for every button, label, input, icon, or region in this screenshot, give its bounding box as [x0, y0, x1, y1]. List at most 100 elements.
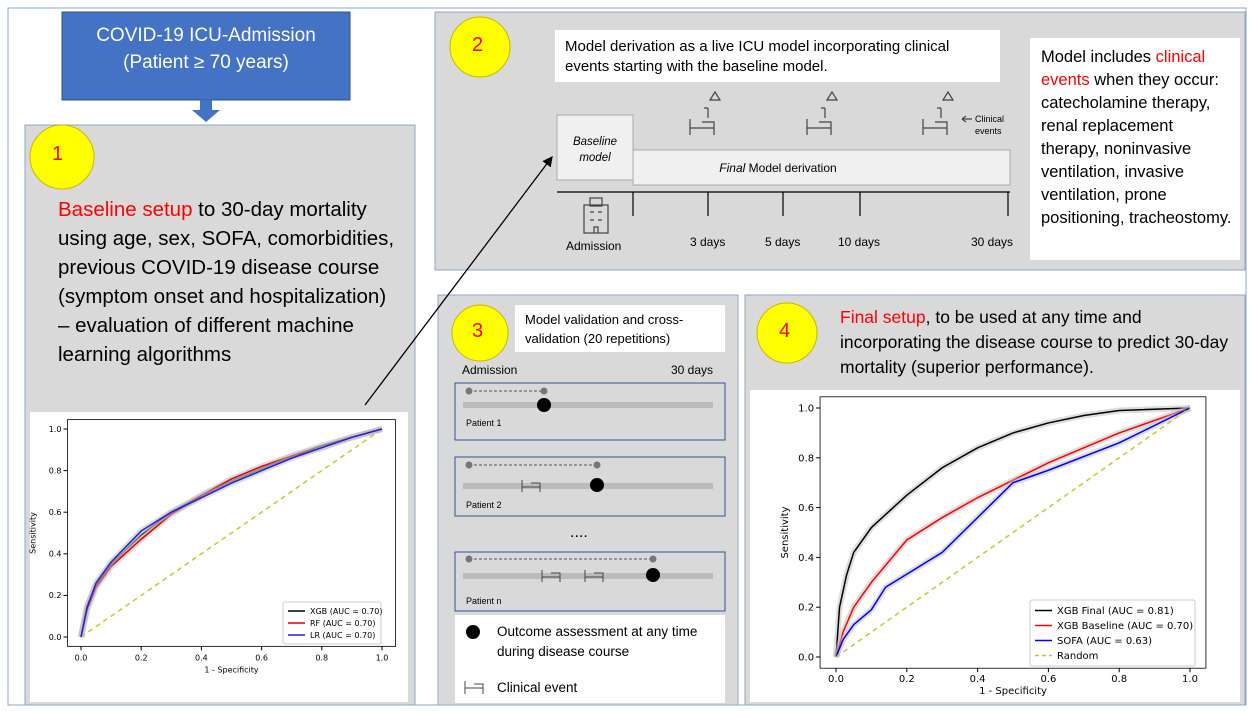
- y-tick-label: 0.6: [49, 508, 62, 517]
- timeline-label: 10 days: [838, 235, 881, 249]
- x-tick-label: 0.6: [255, 653, 268, 662]
- legend-box: [282, 601, 382, 645]
- x-axis-label: 1 - Specificity: [979, 686, 1047, 697]
- patient-label: Patient n: [466, 596, 502, 606]
- baseline-label: Baseline model: [572, 136, 618, 164]
- patient-label: Patient 1: [466, 418, 502, 428]
- x-tick-label: 0.0: [828, 674, 844, 685]
- x-tick-label: 0.0: [75, 653, 88, 662]
- text-box: [1030, 38, 1240, 260]
- text-box: [515, 305, 725, 352]
- x-tick-label: 0.2: [899, 674, 915, 685]
- timeline-label: 5 days: [765, 235, 801, 249]
- side-body: when they occur: catecholamine therapy, …: [1041, 71, 1232, 227]
- x-tick-label: 0.4: [195, 653, 208, 662]
- y-tick-label: 0.8: [798, 453, 814, 464]
- final-label: Final Model derivation: [633, 161, 923, 175]
- y-axis-label: Sensitivity: [780, 506, 791, 558]
- down-arrow: [192, 100, 220, 122]
- side-text: Model includes clinical events when they…: [1041, 46, 1236, 230]
- timeline-label: 30 days: [971, 235, 1014, 249]
- x-tick-label: 0.4: [970, 674, 986, 685]
- x-tick-label: 0.8: [315, 653, 328, 662]
- header-title: COVID-19 ICU-Admission: [96, 25, 316, 46]
- legend-box: [1029, 599, 1196, 667]
- roc-line: [835, 407, 1191, 658]
- roc-line: [835, 407, 1191, 658]
- patient-label: Patient 2: [466, 500, 502, 510]
- legend-label: SOFA (AUC = 0.63): [1057, 636, 1152, 647]
- highlight: Baseline setup: [58, 198, 193, 221]
- legend-label: RF (AUC = 0.70): [310, 619, 375, 628]
- number-circles: [29, 16, 818, 364]
- highlight: Final setup: [840, 307, 926, 327]
- x-axis-label: 1 - Specificity: [204, 665, 259, 674]
- x-tick-label: 0.8: [1111, 674, 1127, 685]
- y-axis-label: Sensitivity: [28, 512, 37, 554]
- clinical-event-icons: [689, 90, 972, 135]
- baseline-box: [556, 114, 634, 181]
- y-tick-label: 0.2: [798, 603, 814, 614]
- y-tick-label: 0.0: [798, 653, 814, 664]
- final-rest: Model derivation: [745, 161, 837, 175]
- roc-line: [835, 407, 1191, 658]
- panel-number: 2: [472, 34, 484, 56]
- highlight: clinical events: [1041, 48, 1206, 89]
- text-box: [555, 30, 1000, 82]
- legend-outcome: Outcome assessment at any time during di…: [497, 624, 698, 659]
- panel-number: 4: [779, 320, 791, 342]
- event-icon: [464, 681, 484, 694]
- panel-number: 3: [472, 320, 484, 342]
- y-tick-label: 0.2: [49, 591, 62, 600]
- y-tick-label: 0.6: [798, 503, 814, 514]
- legend-label: Random: [1057, 651, 1098, 662]
- hospital-icon: [583, 197, 609, 234]
- timeline-start: Admission: [462, 363, 518, 377]
- side-intro: Model includes: [1041, 48, 1156, 66]
- final-italic: Final: [719, 161, 746, 175]
- legend-label: LR (AUC = 0.70): [310, 631, 375, 640]
- y-tick-label: 1.0: [49, 425, 62, 434]
- legend-box: [455, 615, 725, 703]
- y-tick-label: 0.4: [49, 550, 62, 559]
- header: COVID-19 ICU-Admission (Patient ≥ 70 year…: [62, 22, 350, 76]
- events-label: Clinical events: [975, 114, 1005, 136]
- patient-rows: [454, 382, 726, 612]
- legend-label: XGB Final (AUC = 0.81): [1057, 606, 1174, 617]
- header-subtitle: (Patient ≥ 70 years): [123, 52, 289, 73]
- y-tick-label: 0.4: [798, 553, 814, 564]
- legend-label: XGB (AUC = 0.70): [310, 607, 382, 616]
- body-text: , to be used at any time and incorporati…: [840, 307, 1229, 377]
- y-tick-label: 1.0: [798, 404, 814, 415]
- chart-1-bg: [30, 412, 408, 702]
- roc-line: [80, 428, 383, 638]
- panel-2-text: Model derivation as a live ICU model inc…: [565, 38, 950, 75]
- timeline-end: 30 days: [670, 363, 713, 377]
- legend-label: XGB Baseline (AUC = 0.70): [1057, 621, 1193, 632]
- timeline-label: 3 days: [690, 235, 726, 249]
- flow-arrow: [364, 155, 553, 406]
- x-tick-label: 1.0: [376, 653, 389, 662]
- y-tick-label: 0.8: [49, 466, 62, 475]
- outcome-marker: [466, 625, 480, 639]
- x-tick-label: 0.2: [135, 653, 148, 662]
- header-box: [61, 11, 351, 101]
- plot-frame: [67, 419, 396, 647]
- x-tick-label: 0.6: [1040, 674, 1056, 685]
- panel-1-text: Baseline setup to 30-day mortality using…: [58, 195, 403, 369]
- panel-3-text: Model validation and cross-validation (2…: [525, 312, 684, 346]
- ellipsis: ....: [570, 524, 588, 541]
- timeline-label: Admission: [566, 239, 622, 253]
- chance-line: [80, 428, 383, 638]
- y-tick-label: 0.0: [49, 633, 62, 642]
- panel-4-text: Final setup, to be used at any time and …: [840, 305, 1230, 380]
- body-text: to 30-day mortality using age, sex, SOFA…: [58, 198, 395, 366]
- x-tick-label: 1.0: [1182, 674, 1198, 685]
- final-bar: [632, 149, 1011, 186]
- plot-frame: [819, 396, 1207, 669]
- timeline: [557, 191, 1010, 216]
- legend-event: Clinical event: [497, 680, 578, 695]
- roc-line: [835, 407, 1191, 658]
